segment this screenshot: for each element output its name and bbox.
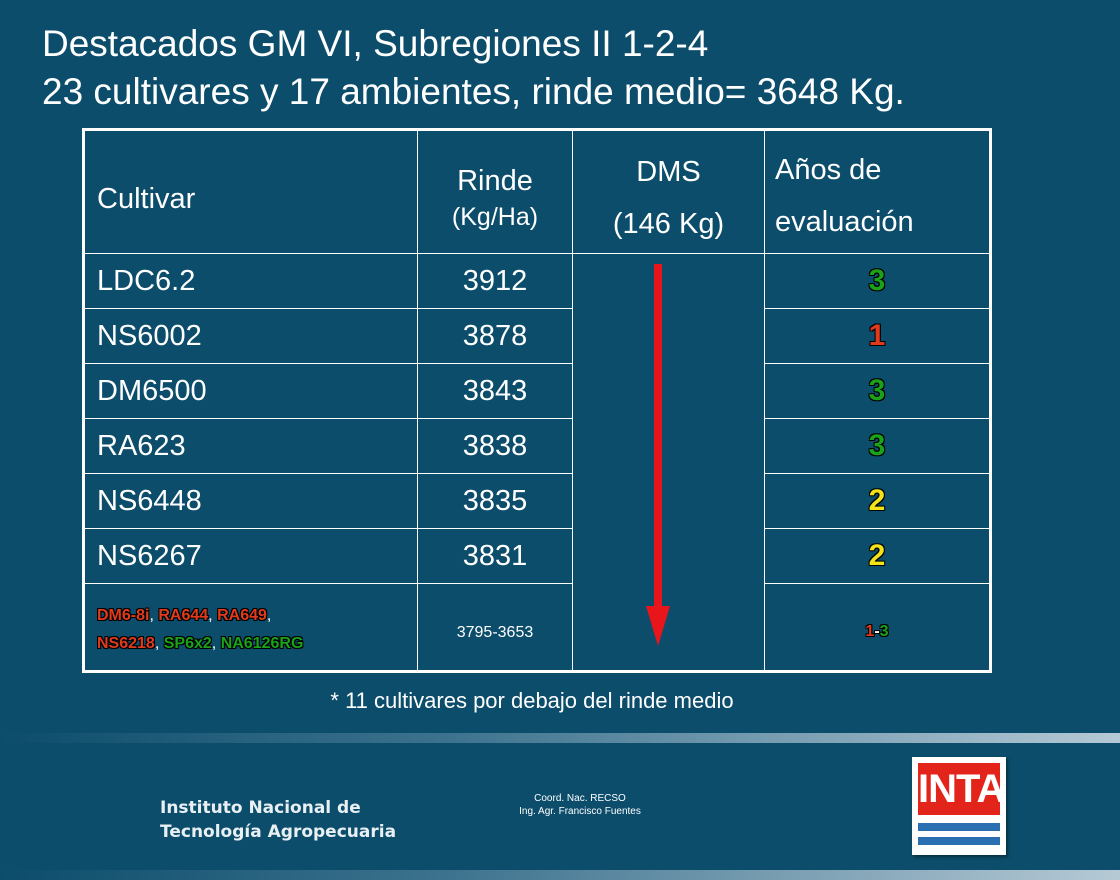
header-anos: Años de evaluación <box>764 129 991 254</box>
separator: , <box>211 635 217 652</box>
slide-title: Destacados GM VI, Subregiones II 1-2-4 2… <box>42 20 1102 116</box>
cell-anos: 3 <box>764 253 991 309</box>
down-arrow-icon <box>646 264 670 646</box>
institution-line-1: Instituto Nacional de <box>160 798 361 818</box>
header-rinde-line2: (Kg/Ha) <box>451 203 539 231</box>
dms-arrow-cell <box>572 253 765 672</box>
header-dms: DMS (146 Kg) <box>572 129 765 254</box>
cell-rinde: 3831 <box>417 528 573 584</box>
table-row: NS6002 3878 1 <box>83 308 991 364</box>
title-line-1: Destacados GM VI, Subregiones II 1-2-4 <box>42 23 709 64</box>
cell-rinde: 3912 <box>417 253 573 309</box>
inta-logo: INTA <box>912 757 1006 855</box>
logo-stripe-1 <box>918 823 1000 831</box>
cell-rinde-range: 3795-3653 <box>417 583 573 672</box>
cell-rinde: 3878 <box>417 308 573 364</box>
separator: , <box>154 635 160 652</box>
cultivar-name: NA6126RG <box>220 635 304 652</box>
inta-logo-text: INTA <box>918 763 1005 815</box>
cultivar-table: Cultivar Rinde (Kg/Ha) DMS (146 Kg) Años… <box>82 128 992 673</box>
header-rinde-line1: Rinde <box>457 165 533 197</box>
separator: , <box>149 607 154 624</box>
decorative-stripe-bottom <box>0 870 1120 880</box>
cell-cultivar-group: DM6-8i, RA644, RA649, NS6218, SP6x2, NA6… <box>83 583 418 672</box>
header-anos-line2: evaluación <box>775 206 914 238</box>
table-row: NS6448 3835 2 <box>83 473 991 529</box>
table-header-row: Cultivar Rinde (Kg/Ha) DMS (146 Kg) Años… <box>83 129 991 254</box>
cell-anos: 2 <box>764 473 991 529</box>
separator: , <box>266 607 272 624</box>
cell-cultivar: NS6448 <box>83 473 418 529</box>
cell-rinde: 3835 <box>417 473 573 529</box>
credit-line-2: Ing. Agr. Francisco Fuentes <box>519 806 641 817</box>
header-rinde: Rinde (Kg/Ha) <box>417 129 573 254</box>
cultivar-name: NS6218 <box>97 635 155 652</box>
cell-anos: 3 <box>764 418 991 474</box>
header-cultivar: Cultivar <box>83 129 418 254</box>
separator: , <box>208 607 213 624</box>
anos-to: 3 <box>879 623 889 640</box>
logo-stripe-2 <box>918 837 1000 845</box>
cultivar-name: DM6-8i <box>97 607 150 624</box>
table-row: NS6267 3831 2 <box>83 528 991 584</box>
cell-anos-range: 1-3 <box>764 583 991 672</box>
cultivar-name: RA644 <box>158 607 209 624</box>
table-row: LDC6.2 3912 3 <box>83 253 991 672</box>
header-dms-line1: DMS <box>636 156 701 188</box>
title-line-2: 23 cultivares y 17 ambientes, rinde medi… <box>42 71 905 112</box>
institution-name: Instituto Nacional de Tecnología Agropec… <box>160 796 396 844</box>
cell-anos: 3 <box>764 363 991 419</box>
institution-line-2: Tecnología Agropecuaria <box>160 822 397 842</box>
cell-cultivar: LDC6.2 <box>83 253 418 309</box>
footnote: * 11 cultivares por debajo del rinde med… <box>330 688 734 713</box>
table-row: DM6500 3843 3 <box>83 363 991 419</box>
cell-cultivar: DM6500 <box>83 363 418 419</box>
decorative-stripe-top <box>0 733 1120 743</box>
header-dms-line2: (146 Kg) <box>612 208 725 240</box>
cell-cultivar: NS6267 <box>83 528 418 584</box>
anos-dash: - <box>874 623 880 640</box>
cell-rinde: 3838 <box>417 418 573 474</box>
table-row-others: DM6-8i, RA644, RA649, NS6218, SP6x2, NA6… <box>83 583 991 672</box>
arrow-shaft <box>654 264 662 612</box>
anos-from: 1 <box>865 623 875 640</box>
cell-cultivar: NS6002 <box>83 308 418 364</box>
author-credit: Coord. Nac. RECSO Ing. Agr. Francisco Fu… <box>480 792 680 818</box>
cultivar-name: SP6x2 <box>163 635 212 652</box>
header-anos-line1: Años de <box>775 154 882 186</box>
cell-anos: 1 <box>764 308 991 364</box>
cell-anos: 2 <box>764 528 991 584</box>
table-row: RA623 3838 3 <box>83 418 991 474</box>
cell-cultivar: RA623 <box>83 418 418 474</box>
cell-rinde: 3843 <box>417 363 573 419</box>
credit-line-1: Coord. Nac. RECSO <box>534 793 626 804</box>
arrow-head <box>646 606 670 646</box>
cultivar-name: RA649 <box>217 607 267 624</box>
